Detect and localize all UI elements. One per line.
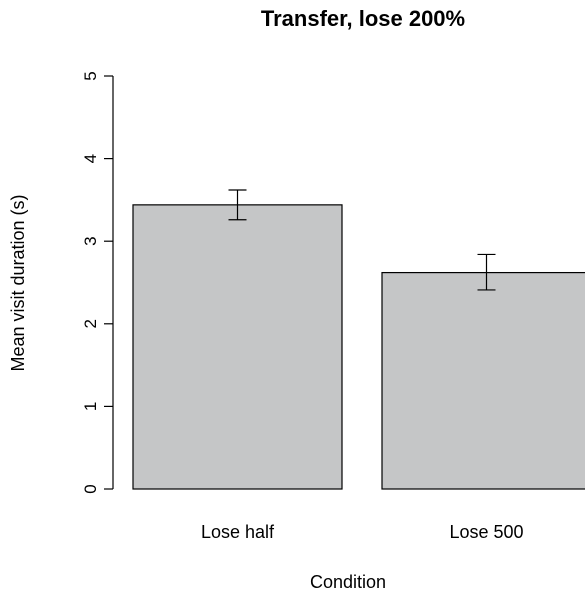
y-tick-label: 4	[81, 154, 100, 163]
error-bar-1	[228, 189, 247, 221]
y-axis-label: Mean visit duration (s)	[8, 194, 28, 371]
bar-1	[132, 204, 343, 490]
y-tick-label: 2	[81, 319, 100, 328]
category-labels: Lose half Lose 500	[201, 522, 524, 542]
bars	[132, 189, 585, 490]
error-bar-2	[477, 253, 496, 291]
chart-title: Transfer, lose 200%	[261, 6, 465, 31]
y-tick-label: 1	[81, 402, 100, 411]
y-tick-label: 0	[81, 484, 100, 493]
y-axis: 0 1 2 3 4 5	[81, 71, 114, 494]
x-axis-label: Condition	[310, 572, 386, 592]
y-tick-label: 3	[81, 236, 100, 245]
y-tick-label: 5	[81, 71, 100, 80]
category-label-2: Lose 500	[449, 522, 523, 542]
category-label-1: Lose half	[201, 522, 275, 542]
bar-2	[381, 271, 585, 490]
